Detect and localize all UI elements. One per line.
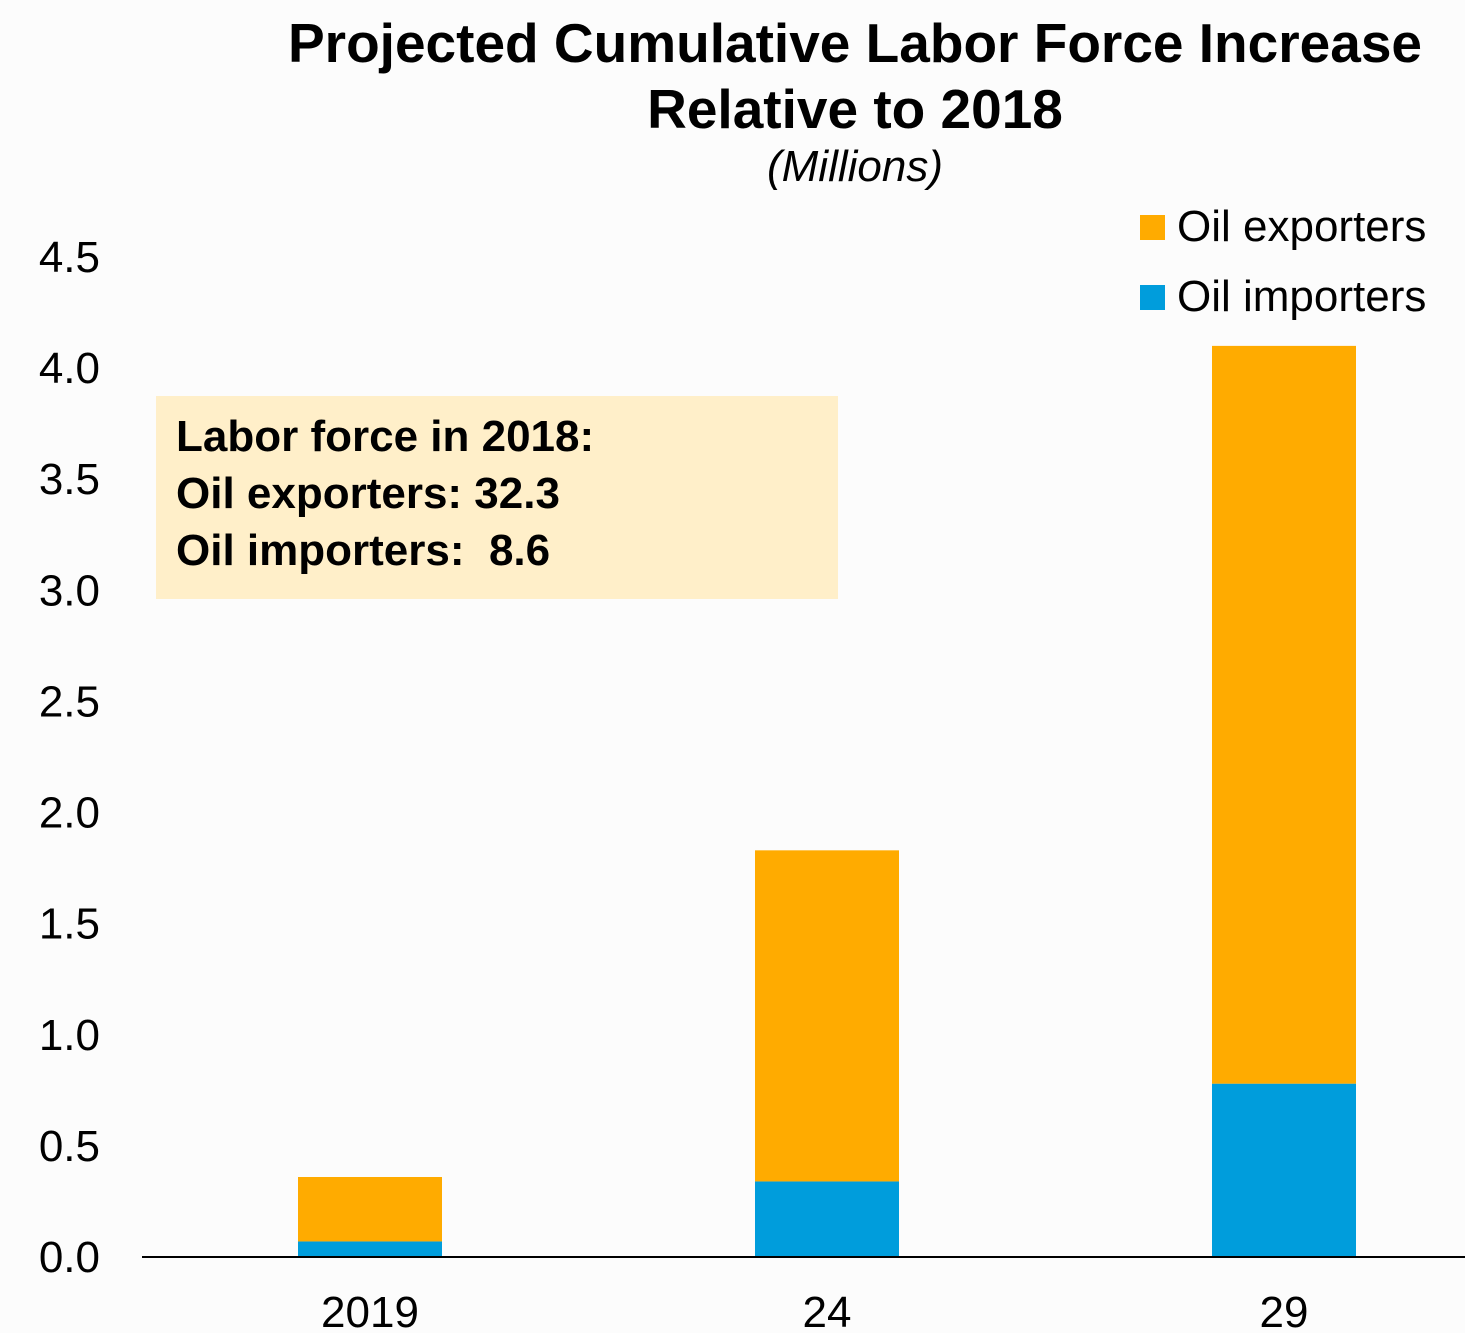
annotation-line-1: Labor force in 2018:: [176, 412, 595, 461]
bar-oil-exporters-2019: [298, 1177, 442, 1242]
chart-title: Projected Cumulative Labor Force Increas…: [288, 12, 1422, 140]
y-tick-label: 2.0: [39, 789, 100, 838]
y-tick-label: 0.5: [39, 1122, 100, 1171]
x-tick-label: 24: [803, 1288, 852, 1333]
y-tick-label: 2.5: [39, 677, 100, 726]
legend-label-oil-exporters: Oil exporters: [1177, 202, 1427, 251]
legend-swatch-oil-importers: [1140, 284, 1165, 310]
annotation-line-3: Oil importers: 8.6: [176, 526, 551, 575]
legend-item-oil-exporters[interactable]: Oil exporters: [1140, 192, 1426, 262]
bar-oil-exporters-24: [755, 850, 899, 1182]
legend-swatch-oil-exporters: [1140, 214, 1165, 240]
y-tick-label: 1.5: [39, 900, 100, 949]
annotation-line-2: Oil exporters: 32.3: [176, 469, 560, 518]
y-tick-label: 3.0: [39, 566, 100, 615]
y-tick-label: 4.0: [39, 344, 100, 393]
bar-oil-importers-29: [1212, 1083, 1356, 1257]
bar-oil-importers-24: [755, 1181, 899, 1257]
y-tick-label: 0.0: [39, 1233, 100, 1282]
legend-item-oil-importers[interactable]: Oil importers: [1140, 262, 1426, 332]
legend: Oil exporters Oil importers: [1140, 192, 1426, 332]
bar-oil-importers-2019: [298, 1241, 442, 1257]
annotation-box: Labor force in 2018: Oil exporters: 32.3…: [156, 396, 838, 599]
chart-subtitle: (Millions): [767, 142, 943, 191]
legend-label-oil-importers: Oil importers: [1177, 272, 1427, 321]
y-tick-label: 1.0: [39, 1011, 100, 1060]
x-tick-label: 29: [1260, 1288, 1309, 1333]
x-tick-label: 2019: [321, 1288, 419, 1333]
y-tick-label: 3.5: [39, 455, 100, 504]
bar-oil-exporters-29: [1212, 345, 1356, 1084]
y-tick-label: 4.5: [39, 233, 100, 282]
